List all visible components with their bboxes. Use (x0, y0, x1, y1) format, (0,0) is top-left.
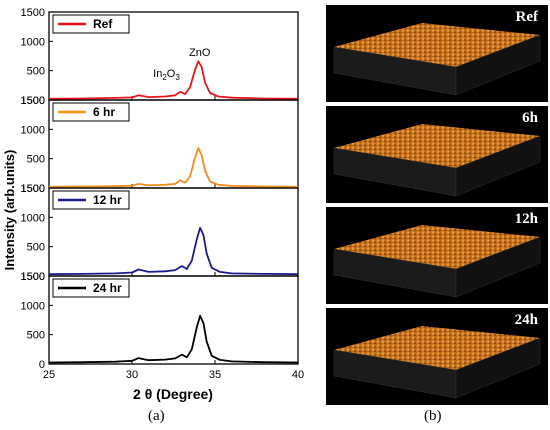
y-tick-label-bottom: 1500 (21, 271, 45, 283)
x-axis-label: 2 θ (Degree) (133, 386, 213, 402)
afm-top-face (334, 225, 540, 269)
afm-surface (333, 326, 541, 399)
afm-image-2: 12h (326, 207, 548, 304)
afm-label: 12h (514, 211, 538, 227)
afm-image-0: Ref (326, 5, 548, 102)
x-tick-label: 30 (126, 369, 138, 381)
y-axis-label: Intensity (arb.units) (2, 150, 17, 271)
y-tick-label: 1000 (21, 300, 45, 312)
legend-label: Ref (93, 17, 113, 31)
x-tick-label: 35 (209, 369, 221, 381)
y-tick-label: 1500 (21, 271, 45, 283)
legend-box (52, 102, 130, 122)
peak-label-in2o3: In2O3 (153, 68, 180, 82)
y-tick-label-bottom: 1500 (21, 95, 45, 107)
series-line (48, 315, 299, 364)
afm-side-face (455, 135, 541, 197)
series-line (48, 147, 299, 188)
legend-label: 6 hr (93, 105, 115, 119)
afm-surface (333, 124, 541, 197)
xrd-panel-2: 500 1000 1500 1500 12 hr (21, 183, 299, 283)
y-tick-label: 1000 (21, 124, 45, 136)
afm-surface (333, 225, 541, 298)
afm-label: Ref (515, 9, 539, 25)
x-tick-label: 25 (43, 369, 55, 381)
afm-top-face (334, 124, 540, 168)
legend-box (52, 278, 130, 298)
afm-side-face (455, 34, 541, 96)
afm-label: 6h (522, 110, 538, 126)
series-line (48, 227, 299, 276)
afm-top-face (334, 326, 540, 370)
panel-frame (48, 275, 299, 365)
afm-side-face (455, 236, 541, 298)
legend-box (52, 14, 130, 34)
peak-label-zno: ZnO (189, 47, 211, 59)
y-tick-label: 1500 (21, 95, 45, 107)
y-tick-label: 500 (27, 154, 45, 166)
y-tick-label: 1000 (21, 36, 45, 48)
series-line (48, 60, 299, 100)
legend-label: 12 hr (93, 193, 122, 207)
afm-side-face (455, 337, 541, 399)
legend-label: 24 hr (93, 281, 122, 295)
xrd-panel-1: 500 1000 1500 1500 6 hr (21, 95, 299, 195)
afm-image-3: 24h (326, 308, 548, 405)
caption-b: (b) (424, 408, 442, 424)
y-tick-label: 500 (27, 242, 45, 254)
y-tick-label: 1500 (21, 7, 45, 19)
xrd-panel-0: 500 1000 1500 1500 Ref In2O3 ZnO (21, 7, 299, 107)
y-tick-label: 500 (27, 330, 45, 342)
xrd-panel-3: 500 1000 1500 0 24 hr (21, 271, 299, 371)
afm-surface (333, 23, 541, 96)
caption-a: (a) (148, 408, 165, 424)
afm-image-1: 6h (326, 106, 548, 203)
xrd-panels: 500 1000 1500 1500 Ref In2O3 ZnO 500 1000 1500 150… (21, 7, 305, 381)
x-tick-label: 40 (292, 369, 304, 381)
y-tick-label-bottom: 0 (39, 359, 45, 371)
y-tick-label: 1000 (21, 212, 45, 224)
y-tick-label: 500 (27, 66, 45, 78)
y-tick-label: 1500 (21, 183, 45, 195)
afm-top-face (334, 23, 540, 67)
y-tick-label-bottom: 1500 (21, 183, 45, 195)
legend-box (52, 190, 130, 210)
afm-label: 24h (514, 312, 538, 328)
